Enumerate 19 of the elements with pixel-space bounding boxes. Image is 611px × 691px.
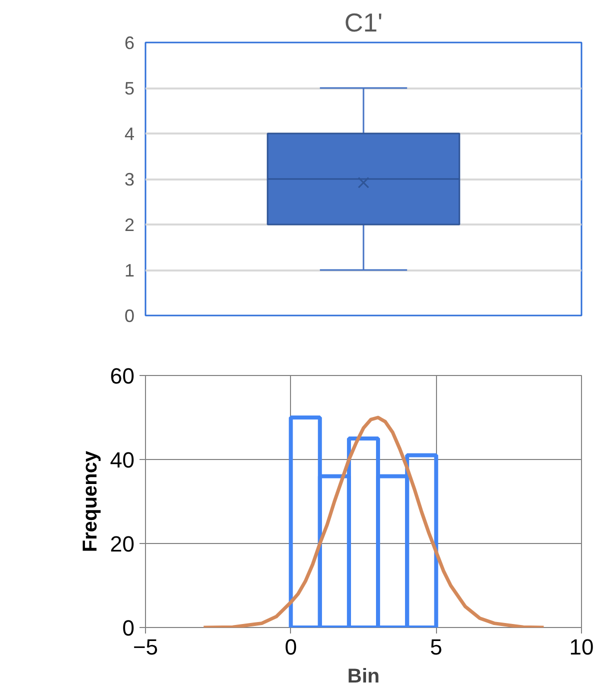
x-tick-label: 5 (430, 634, 442, 660)
x-axis-title: Bin (347, 666, 380, 688)
y-tick-label: 0 (124, 306, 135, 326)
y-tick-label: 60 (110, 364, 135, 388)
line-series (202, 416, 546, 628)
y-tick-label: 4 (124, 124, 135, 144)
chart-title: C1' (344, 8, 383, 38)
x-tick-label: 10 (569, 634, 594, 660)
y-axis-title: Frequency (80, 450, 102, 552)
y-tick-label: 3 (124, 170, 135, 190)
y-tick-label: 2 (124, 215, 135, 235)
y-tick-label: 1 (124, 260, 135, 280)
y-tick-label: 20 (110, 532, 135, 556)
y-tick-label: 5 (124, 78, 135, 98)
y-tick-label: 40 (110, 448, 135, 472)
x-tick-label: −5 (132, 634, 158, 660)
y-tick-label: 6 (124, 33, 135, 53)
x-tick-label: 0 (284, 634, 297, 660)
y-tick-label: 0 (122, 616, 135, 640)
